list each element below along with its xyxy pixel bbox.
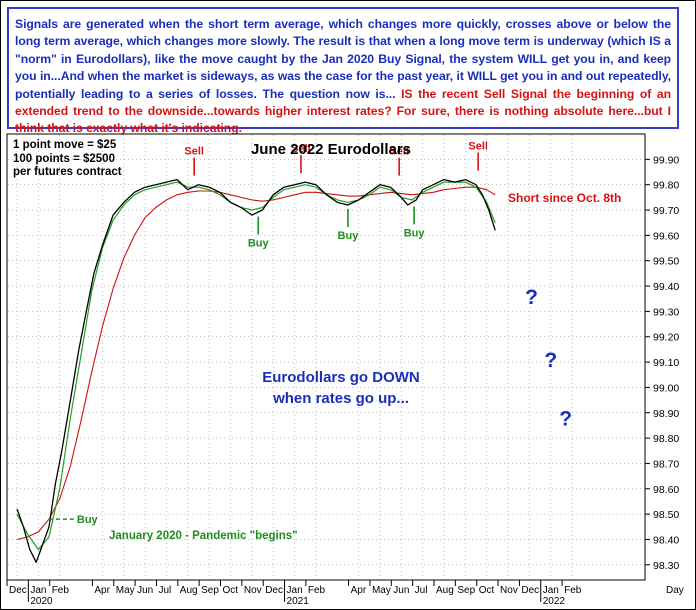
question-mark: ? bbox=[544, 349, 557, 372]
short-average-line bbox=[16, 181, 496, 551]
x-tick-label: Jan bbox=[30, 585, 46, 596]
y-tick-label: 99.30 bbox=[653, 306, 679, 318]
x-tick-label: Apr bbox=[94, 585, 110, 596]
x-tick-label: Nov bbox=[244, 585, 262, 596]
short-since-label: Short since Oct. 8th bbox=[508, 191, 621, 205]
eurodollar-chart: 98.30 98.40 98.50 98.60 98.70 98.80 98.90 99.00… bbox=[6, 133, 684, 607]
x-tick-label: May bbox=[116, 585, 135, 596]
y-axis: 98.30 98.40 98.50 98.60 98.70 98.80 98.90 99.00… bbox=[645, 154, 679, 572]
chart-title: June 2022 Eurodollars bbox=[251, 141, 411, 158]
info-line-1: 1 point move = $25 bbox=[13, 139, 117, 151]
y-tick-label: 98.60 bbox=[653, 484, 679, 496]
x-tick-label: Jan bbox=[543, 585, 559, 596]
sell-label: Sell bbox=[184, 146, 204, 158]
x-tick-label: Feb bbox=[52, 585, 70, 596]
y-tick-label: 99.70 bbox=[653, 205, 679, 217]
y-tick-label: 99.40 bbox=[653, 281, 679, 293]
rates-note-line-2: when rates go up... bbox=[272, 390, 409, 407]
info-line-2: 100 points = $2500 bbox=[13, 153, 115, 165]
y-tick-label: 99.00 bbox=[653, 382, 679, 394]
long-average-line bbox=[16, 186, 496, 541]
x-axis: Dec Jan Feb Apr May Jun Jul Aug Sep Oct Nov Dec Jan F… bbox=[6, 579, 684, 607]
y-tick-label: 98.30 bbox=[653, 560, 679, 572]
signal-markers: Sell Buy Sell Buy Sell Buy Sell Buy??? bbox=[48, 141, 572, 526]
sell-label: Sell bbox=[468, 141, 488, 153]
jan-buy-label: Buy bbox=[77, 514, 99, 526]
buy-label: Buy bbox=[338, 230, 360, 242]
banner-highlight-text: IS the recent Sell Signal the beginning … bbox=[15, 86, 671, 136]
x-tick-label: Oct bbox=[479, 585, 495, 596]
y-tick-label: 99.90 bbox=[653, 154, 679, 166]
x-tick-label: Feb bbox=[564, 585, 582, 596]
buy-label: Buy bbox=[404, 227, 426, 239]
year-label: 2022 bbox=[543, 596, 566, 607]
commentary-banner: Signals are generated when the short ter… bbox=[7, 7, 679, 135]
x-tick-label: Jul bbox=[415, 585, 428, 596]
x-tick-label: Jul bbox=[158, 585, 171, 596]
sell-label: Sell bbox=[291, 143, 311, 155]
x-tick-label: Jun bbox=[393, 585, 409, 596]
x-tick-label: Sep bbox=[201, 585, 219, 596]
rates-note-line-1: Eurodollars go DOWN bbox=[262, 369, 420, 386]
y-tick-label: 98.90 bbox=[653, 408, 679, 420]
y-tick-label: 99.80 bbox=[653, 180, 679, 192]
sell-label: Sell bbox=[389, 146, 409, 158]
year-label: 2020 bbox=[30, 596, 53, 607]
y-tick-label: 99.60 bbox=[653, 230, 679, 242]
y-tick-label: 98.50 bbox=[653, 509, 679, 521]
x-tick-label: Sep bbox=[457, 585, 475, 596]
question-mark: ? bbox=[525, 286, 538, 309]
x-tick-label: Oct bbox=[223, 585, 239, 596]
y-tick-label: 98.40 bbox=[653, 534, 679, 546]
price-line bbox=[16, 178, 496, 563]
question-mark: ? bbox=[559, 407, 572, 430]
x-tick-label: Feb bbox=[308, 585, 326, 596]
x-tick-label: Aug bbox=[436, 585, 454, 596]
series-group bbox=[16, 178, 496, 563]
x-tick-label: Jun bbox=[137, 585, 153, 596]
y-tick-label: 99.20 bbox=[653, 332, 679, 344]
banner-text: Signals are generated when the short ter… bbox=[15, 17, 671, 101]
buy-label: Buy bbox=[248, 238, 270, 250]
plot-area bbox=[6, 133, 646, 581]
x-tick-label: Dec bbox=[521, 585, 539, 596]
x-axis-label: Day bbox=[666, 585, 684, 596]
y-tick-label: 99.10 bbox=[653, 357, 679, 369]
x-tick-label: Dec bbox=[9, 585, 27, 596]
y-tick-label: 98.80 bbox=[653, 433, 679, 445]
info-line-3: per futures contract bbox=[13, 166, 122, 178]
x-tick-label: Dec bbox=[265, 585, 283, 596]
y-tick-label: 98.70 bbox=[653, 458, 679, 470]
x-tick-label: Nov bbox=[500, 585, 518, 596]
year-label: 2021 bbox=[287, 596, 310, 607]
x-tick-label: May bbox=[372, 585, 391, 596]
x-tick-label: Apr bbox=[351, 585, 367, 596]
pandemic-label: January 2020 - Pandemic "begins" bbox=[109, 530, 298, 542]
x-tick-label: Jan bbox=[287, 585, 303, 596]
y-tick-label: 99.50 bbox=[653, 256, 679, 268]
x-tick-label: Aug bbox=[180, 585, 198, 596]
